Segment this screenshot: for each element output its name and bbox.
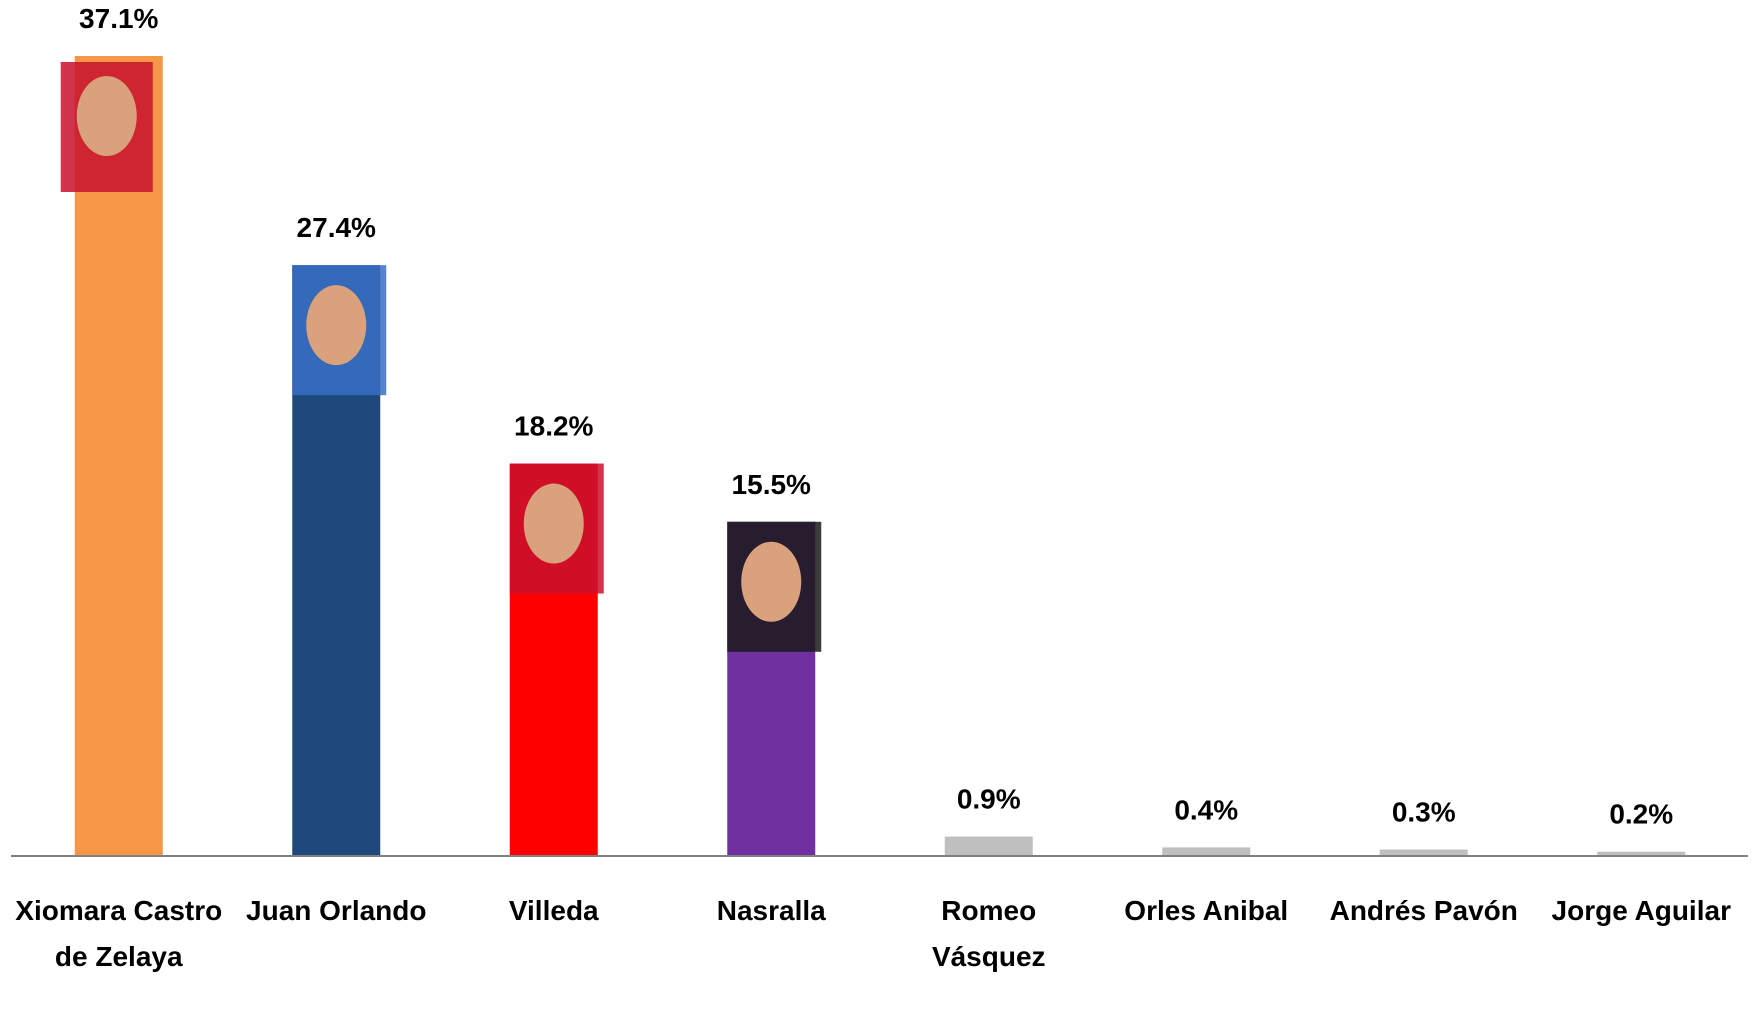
bar	[1597, 851, 1686, 856]
value-label: 0.2%	[1609, 799, 1673, 830]
candidate-face	[76, 76, 137, 156]
candidate-face	[741, 541, 802, 622]
value-label: 18.2%	[514, 411, 593, 442]
category-label: Xiomara Castro de Zelaya	[15, 895, 223, 972]
category-label: Villeda	[508, 895, 599, 926]
value-label: 37.1%	[79, 3, 158, 34]
value-label: 0.4%	[1174, 794, 1238, 825]
category-label: Juan Orlando	[246, 895, 427, 926]
bar	[1379, 849, 1468, 856]
bar	[1162, 847, 1251, 856]
category-label: Orles Anibal	[1124, 895, 1289, 926]
value-label: 0.9%	[957, 784, 1021, 815]
category-label: Romeo Vásquez	[931, 895, 1046, 972]
bar	[944, 836, 1033, 856]
value-label: 15.5%	[732, 469, 811, 500]
candidate-face	[306, 285, 367, 366]
value-label: 0.3%	[1392, 797, 1456, 828]
category-label: Andrés Pavón	[1329, 895, 1518, 926]
category-label: Jorge Aguilar	[1551, 895, 1731, 926]
value-label: 27.4%	[297, 212, 376, 243]
candidate-face	[523, 483, 584, 564]
category-label: Nasralla	[716, 895, 826, 926]
